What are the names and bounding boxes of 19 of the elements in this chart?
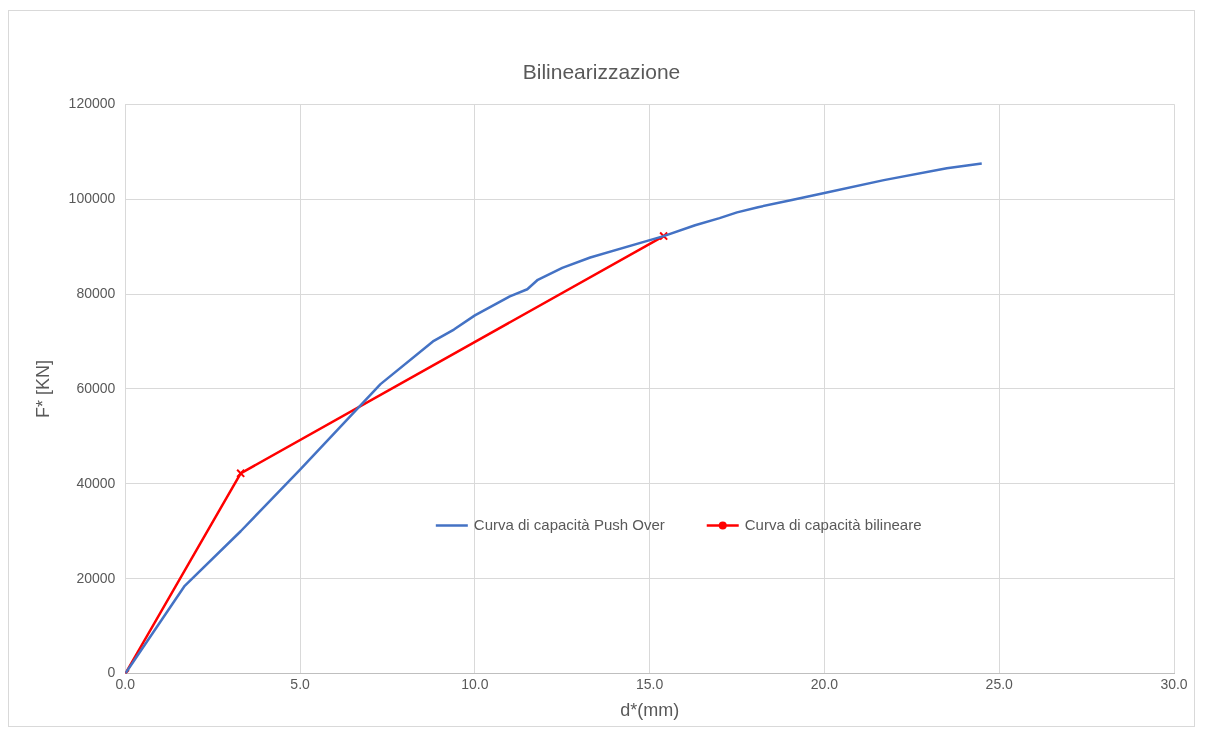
x-tick-label: 10.0 [461,675,489,692]
y-tick-label: 100000 [68,189,116,206]
y-tick-label: 0 [107,664,116,681]
legend-label: Curva di capacità Push Over [473,515,665,533]
y-tick-label: 60000 [76,379,116,396]
chart-title: Bilinearizzazione [522,60,681,84]
x-tick-label: 20.0 [810,675,839,692]
y-axis-title: F* [KN] [32,359,53,418]
x-tick-label: 25.0 [985,675,1014,692]
y-tick-label: 80000 [76,284,116,301]
legend-label: Curva di capacità bilineare [744,515,922,533]
y-tick-label: 20000 [76,569,116,586]
x-tick-label: 30.0 [1160,675,1188,692]
x-tick-label: 15.0 [636,675,664,692]
y-tick-label: 120000 [68,95,116,112]
x-tick-label: 0.0 [115,675,136,692]
x-axis-title: d*(mm) [620,700,680,721]
x-tick-label: 5.0 [290,675,311,692]
y-tick-label: 40000 [76,474,116,491]
